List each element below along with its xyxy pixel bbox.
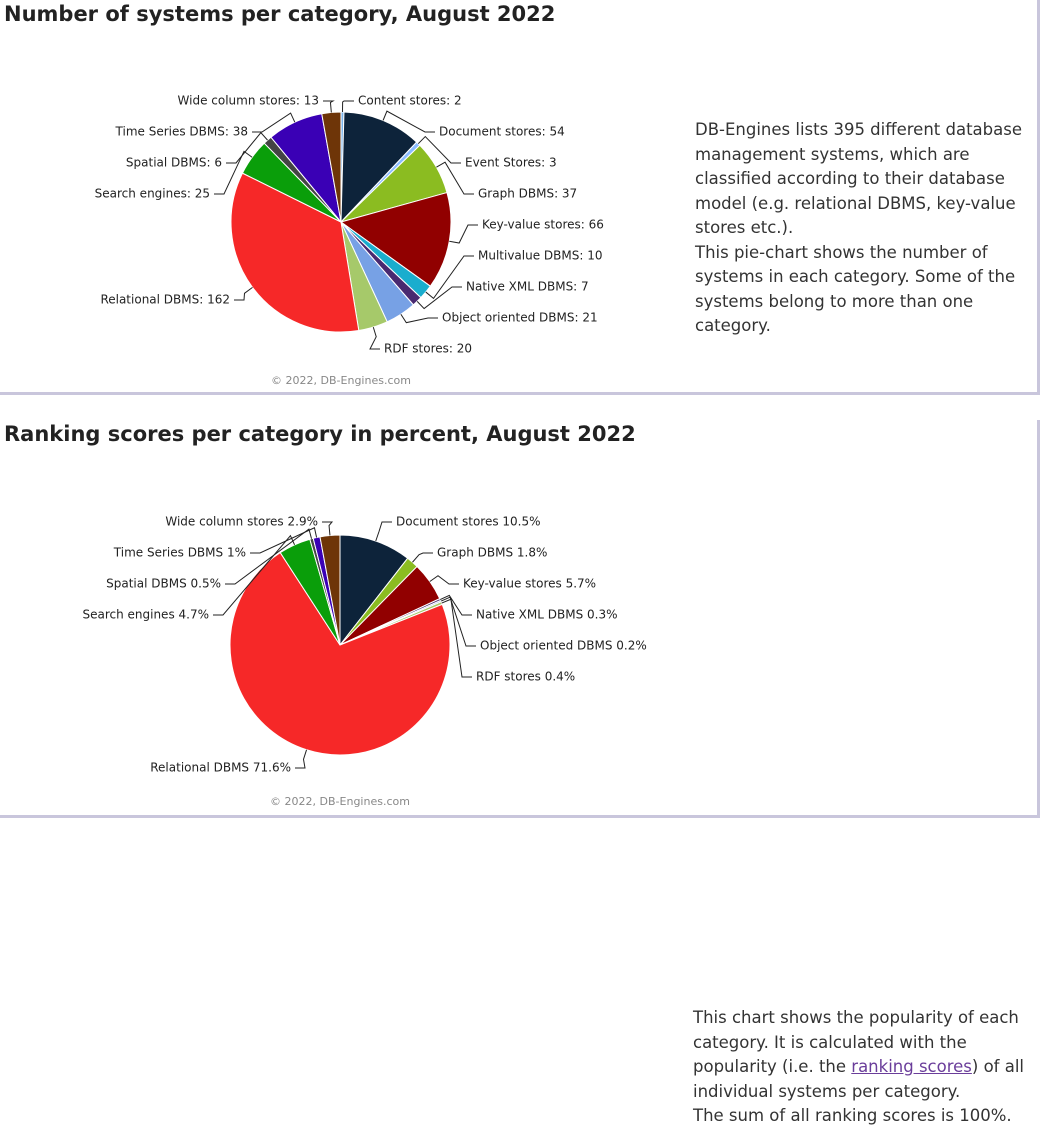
slice-label: Graph DBMS 1.8% [437, 546, 547, 560]
slice-label: Wide column stores 2.9% [165, 515, 318, 529]
label-connector [375, 521, 392, 542]
slice-label: Search engines 4.7% [82, 608, 209, 622]
pie-slice [339, 534, 409, 647]
slice-label: Document stores 10.5% [396, 515, 541, 529]
label-connector [252, 112, 296, 133]
description-text: DB-Engines lists 395 different database … [695, 120, 1023, 237]
slice-label: Relational DBMS: 162 [100, 293, 230, 307]
label-connector [323, 100, 335, 113]
label-connector [322, 521, 334, 536]
slice-label: Key-value stores 5.7% [463, 577, 596, 591]
label-connector [369, 327, 380, 350]
slice-label: Document stores: 54 [439, 125, 565, 139]
slice-label: Event Stores: 3 [465, 156, 557, 170]
pie-slice [230, 172, 360, 333]
chart-panel: Ranking scores per category in percent, … [0, 420, 1040, 1125]
label-connector [400, 314, 438, 324]
label-connector [436, 161, 474, 195]
pie-chart: Document stores 10.5% Graph DBMS 1.8% Key-… [82, 515, 647, 809]
label-connector [449, 224, 478, 244]
slice-label: Native XML DBMS: 7 [466, 280, 589, 294]
slice-label: Spatial DBMS: 6 [126, 156, 222, 170]
slice-label: Graph DBMS: 37 [478, 187, 577, 201]
slice-label: RDF stores 0.4% [476, 670, 575, 684]
slice-label: Multivalue DBMS: 10 [478, 249, 603, 263]
credit: © 2022, DB-Engines.com [271, 374, 411, 387]
label-connector [440, 596, 476, 647]
slice-label: Content stores: 2 [358, 94, 462, 108]
label-connector [295, 749, 308, 769]
slice-label: Time Series DBMS: 38 [115, 125, 248, 139]
label-connector [213, 534, 296, 616]
slice-label: Key-value stores: 66 [482, 218, 604, 232]
slice-label: Spatial DBMS 0.5% [106, 577, 221, 591]
chart-panel: Number of systems per category, August 2… [0, 0, 1040, 395]
label-connector [225, 528, 313, 585]
slice-label: RDF stores: 20 [384, 342, 472, 356]
label-connector [439, 594, 472, 616]
label-connector [425, 255, 474, 300]
slice-label: Wide column stores: 13 [178, 94, 319, 108]
label-connector [429, 575, 459, 585]
description: DB-Engines lists 395 different database … [695, 118, 1047, 339]
label-connector [382, 110, 435, 133]
pie-chart: Content stores: 2 Document stores: 54 Even… [95, 94, 604, 388]
credit: © 2022, DB-Engines.com [270, 795, 410, 808]
pie-slice [319, 534, 341, 646]
label-connector [416, 286, 462, 310]
label-connector [214, 150, 253, 195]
slice-label: Time Series DBMS 1% [113, 546, 246, 560]
ranking-link[interactable]: ranking scores [851, 1057, 972, 1076]
label-connector [341, 100, 354, 113]
label-connector [226, 131, 268, 164]
slice-label: Object oriented DBMS: 21 [442, 311, 598, 325]
pie-slice [321, 111, 342, 223]
slice-label: Native XML DBMS 0.3% [476, 608, 618, 622]
pie-slice [229, 551, 451, 756]
slice-label: Search engines: 25 [95, 187, 210, 201]
chart-title: Number of systems per category, August 2… [4, 2, 556, 26]
label-connector [234, 286, 253, 301]
description: This chart shows the popularity of each … [693, 1006, 1045, 1129]
description-text: The sum of all ranking scores is 100%. [693, 1106, 1012, 1125]
description-text: This pie-chart shows the number of syste… [695, 242, 1016, 336]
label-connector [441, 598, 472, 678]
label-connector [412, 552, 433, 563]
label-connector [417, 135, 461, 164]
chart-title: Ranking scores per category in percent, … [4, 422, 636, 446]
slice-label: Relational DBMS 71.6% [150, 761, 291, 775]
slice-label: Object oriented DBMS 0.2% [480, 639, 647, 653]
label-connector [250, 527, 318, 554]
